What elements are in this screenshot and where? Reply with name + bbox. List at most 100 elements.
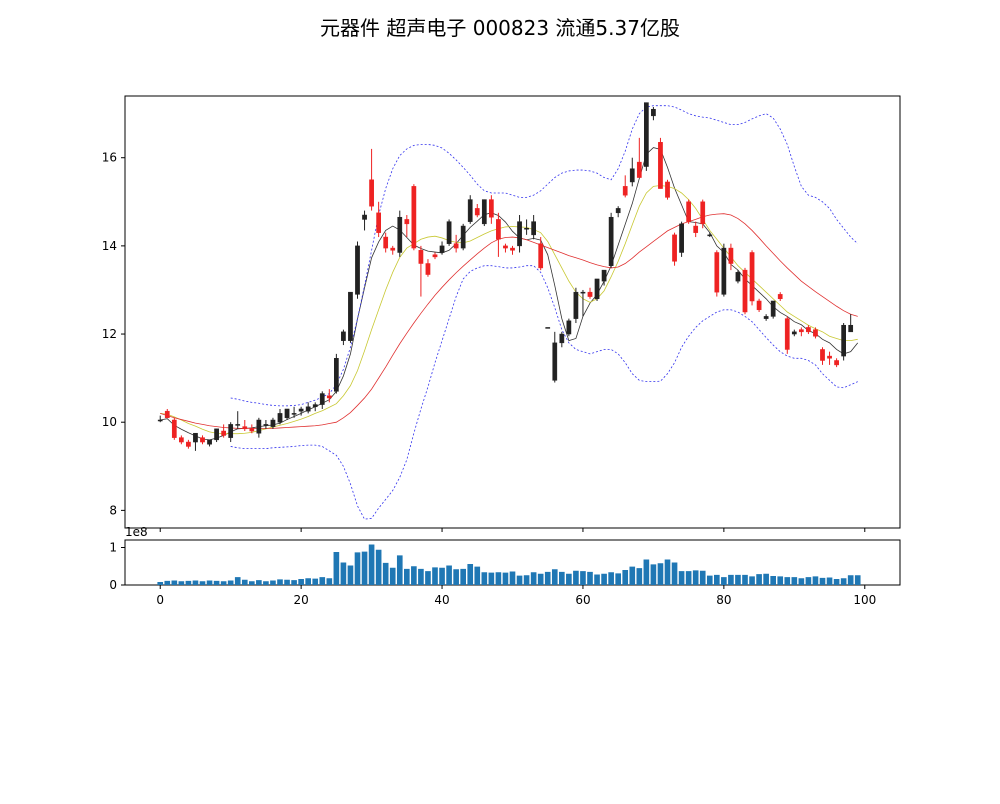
candlestick [418, 245, 424, 297]
volume-bar [171, 580, 178, 585]
volume-bar [467, 564, 474, 585]
candlestick [517, 215, 522, 253]
volume-bar [227, 580, 234, 585]
candle-body [686, 201, 691, 222]
volume-bar [812, 576, 819, 585]
candlestick [291, 406, 297, 418]
volume-xtick-label: 60 [575, 593, 590, 607]
volume-bar [389, 567, 396, 585]
candle-body [277, 413, 283, 423]
candle-body [425, 263, 431, 275]
candlestick [721, 243, 727, 297]
candlestick [763, 314, 769, 321]
volume-bar [305, 578, 311, 585]
overlay-line-bollinger-lower [230, 265, 858, 520]
candlestick [742, 267, 748, 315]
candle-body [538, 243, 544, 269]
candle-body [263, 424, 269, 426]
volume-bar [573, 570, 579, 585]
candle-body [510, 247, 515, 251]
candlestick [193, 432, 198, 451]
candlestick [298, 406, 304, 416]
candle-body [474, 208, 480, 216]
candle-body [326, 395, 332, 399]
candle-body [397, 216, 403, 253]
candlestick [601, 269, 607, 286]
volume-bar [234, 577, 241, 585]
candle-body [221, 430, 226, 436]
candlestick [644, 102, 649, 171]
candlestick [200, 435, 205, 445]
candlestick [277, 408, 283, 425]
candle-body [235, 424, 241, 426]
candle-body [305, 406, 311, 412]
candle-body [270, 419, 276, 427]
candle-body [644, 102, 649, 167]
candlestick [651, 107, 656, 121]
candle-body [312, 404, 318, 408]
candle-body [820, 349, 825, 361]
volume-bar [312, 578, 319, 585]
candle-body [665, 181, 670, 198]
volume-bar [601, 573, 607, 585]
candle-body [376, 212, 382, 233]
candlestick [221, 424, 226, 438]
candlestick [756, 298, 762, 312]
volume-bar [530, 572, 537, 585]
volume-bar [509, 571, 516, 585]
candle-body [348, 291, 353, 341]
price-ytick-label: 10 [102, 415, 117, 429]
candlestick [171, 417, 177, 440]
candle-body [813, 329, 818, 337]
candlestick [608, 212, 614, 268]
candle-body [207, 439, 212, 445]
candle-body [608, 216, 614, 266]
candlestick [672, 232, 677, 266]
candlestick [524, 219, 529, 235]
candle-body [721, 247, 727, 295]
volume-bar [333, 552, 340, 585]
price-ytick-label: 14 [102, 239, 117, 253]
price-axes-frame [124, 95, 901, 529]
volume-bar [537, 573, 544, 585]
candlestick [636, 137, 642, 178]
candlestick [341, 329, 346, 346]
candlestick [594, 278, 600, 301]
candle-body [735, 272, 741, 282]
candlestick [510, 245, 515, 255]
candlestick [355, 241, 360, 299]
candle-body [404, 219, 410, 225]
candle-body [580, 291, 586, 294]
candlestick [580, 289, 586, 317]
candlestick [531, 215, 536, 240]
candle-body [841, 324, 846, 357]
candle-body [249, 428, 255, 432]
candlestick [566, 318, 572, 337]
volume-bar [439, 567, 445, 585]
candle-body [355, 245, 360, 295]
candlestick [228, 422, 234, 443]
candle-body [806, 327, 811, 333]
volume-offset-label: 1e8 [125, 525, 148, 539]
volume-bar [213, 580, 220, 585]
volume-bar [502, 572, 509, 585]
candle-body [601, 269, 607, 282]
candle-body [784, 318, 790, 350]
candle-body [200, 437, 205, 443]
candlestick [573, 287, 579, 324]
volume-bar [664, 559, 671, 585]
volume-bar [425, 571, 431, 585]
candle-body [418, 250, 424, 264]
candle-body [728, 247, 734, 264]
candle-body [411, 186, 417, 249]
candlestick [474, 204, 480, 218]
volume-bar [411, 566, 417, 585]
candle-body [334, 358, 339, 392]
volume-xtick-label: 0 [156, 593, 164, 607]
candle-body [432, 254, 438, 258]
candle-body [552, 342, 558, 381]
candlestick [432, 252, 438, 260]
candlestick [489, 195, 494, 224]
candle-body [545, 327, 551, 329]
volume-bar [749, 576, 755, 585]
